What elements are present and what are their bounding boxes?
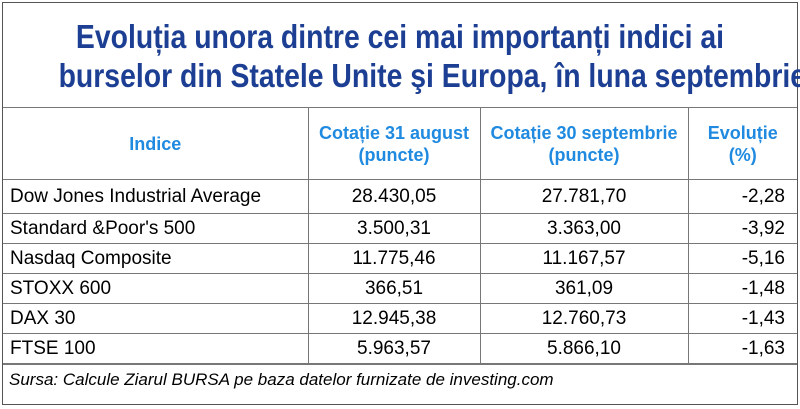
table-row: Standard &Poor's 500 3.500,31 3.363,00 -… [3,213,797,244]
table-row: Nasdaq Composite 11.775,46 11.167,57 -5,… [3,243,797,274]
cell-sep: 3.363,00 [479,213,689,244]
header-aug-unit: (puncte) [358,144,430,165]
table-row: STOXX 600 366,51 361,09 -1,48 [3,273,797,304]
header-evo-label: Evoluție [707,122,778,143]
cell-aug: 12.945,38 [307,303,481,334]
cell-name: Dow Jones Industrial Average [3,179,309,214]
table-row: DAX 30 12.945,38 12.760,73 -1,43 [3,303,797,334]
cell-evo: -5,16 [687,243,797,274]
header-sep-label: Cotație 30 septembrie [490,122,678,143]
cell-sep: 12.760,73 [479,303,689,334]
cell-name: DAX 30 [3,303,309,334]
cell-name: Nasdaq Composite [3,243,309,274]
cell-name: FTSE 100 [3,333,309,364]
cell-aug: 28.430,05 [307,179,481,214]
cell-sep: 11.167,57 [479,243,689,274]
header-indice-label: Indice [129,133,182,154]
cell-aug: 5.963,57 [307,333,481,364]
cell-aug: 11.775,46 [307,243,481,274]
title-line-2: burselor din Statele Unite şi Europa, în… [58,57,800,94]
cell-name: STOXX 600 [3,273,309,304]
header-row: Indice Cotație 31 august (puncte) Cotați… [3,107,797,180]
header-aug-label: Cotație 31 august [318,122,470,143]
title-line-1: Evoluția unora dintre cei mai importanți… [75,18,725,55]
cell-evo: -1,48 [687,273,797,304]
cell-sep: 5.866,10 [479,333,689,364]
page-title: Evoluția unora dintre cei mai importanți… [58,3,800,107]
cell-evo: -1,63 [687,333,797,364]
header-sep: Cotație 30 septembrie (puncte) [479,107,689,180]
table-row: Dow Jones Industrial Average 28.430,05 2… [3,179,797,214]
cell-sep: 361,09 [479,273,689,304]
header-sep-unit: (puncte) [548,144,620,165]
cell-aug: 3.500,31 [307,213,481,244]
cell-evo: -1,43 [687,303,797,334]
source-note: Sursa: Calcule Ziarul BURSA pe baza date… [3,364,797,395]
cell-sep: 27.781,70 [479,179,689,214]
header-aug: Cotație 31 august (puncte) [307,107,481,180]
cell-evo: -3,92 [687,213,797,244]
header-evo: Evoluție (%) [687,107,797,180]
header-indice: Indice [3,107,309,180]
table-row: FTSE 100 5.963,57 5.866,10 -1,63 [3,333,797,364]
cell-aug: 366,51 [307,273,481,304]
header-evo-unit: (%) [728,144,757,165]
cell-name: Standard &Poor's 500 [3,213,309,244]
indices-table: Indice Cotație 31 august (puncte) Cotați… [3,107,797,364]
cell-evo: -2,28 [687,179,797,214]
